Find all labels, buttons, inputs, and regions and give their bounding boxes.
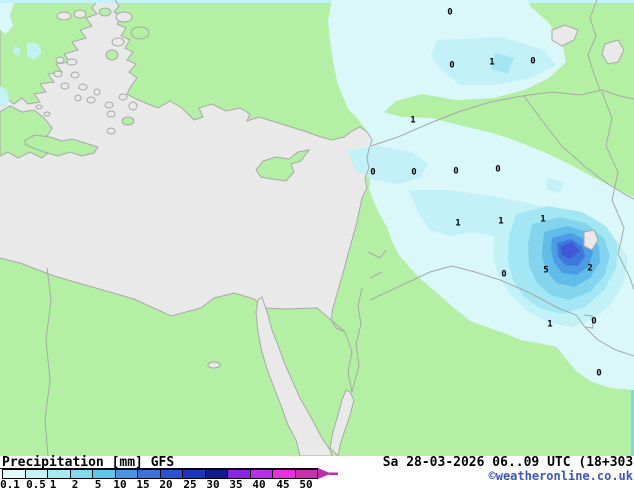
precip-greece-patch-b [13, 46, 21, 56]
land-greece [0, 0, 99, 105]
legend-bar: Precipitation [mm] GFS 0.1 0.5 1 2 5 10 15 20 25… [0, 455, 634, 490]
border-iran-iraq [601, 91, 634, 291]
precip-small-diamond [546, 178, 564, 193]
border-kuwait [583, 314, 594, 329]
precip-left-edge-patch [0, 86, 9, 108]
legend-tick-label: 2 [71, 478, 79, 490]
lakes [207, 24, 625, 369]
legend-tick-label: 40 [252, 478, 266, 490]
precip-top-strip [0, 0, 634, 3]
border-lebanon [367, 249, 387, 279]
gulf-of-suez [255, 296, 333, 456]
legend-tick-label: 20 [159, 478, 173, 490]
coastline [0, 0, 373, 333]
legend-tick-label: 45 [276, 478, 290, 490]
precip-core-l8 [560, 242, 580, 259]
legend-tick-label: 50 [299, 478, 313, 490]
forecast-datetime: Sa 28-03-2026 06..09 UTC (18+303) [382, 455, 634, 470]
legend-tick-label: 0.1 [0, 478, 20, 490]
legend-tick-labels: 0.1 0.5 1 2 5 10 15 20 25 30 35 40 45 50 [0, 479, 340, 490]
landmass-asia-africa [0, 0, 634, 456]
legend-tick-label: 1 [49, 478, 57, 490]
border-turkey-syria [370, 89, 634, 147]
precip-left-corner [0, 3, 14, 34]
gulf-of-aqaba [329, 389, 355, 456]
border-jordan-valley [351, 287, 363, 393]
border-syria-iraq [523, 95, 634, 200]
island-cyprus [255, 149, 311, 182]
legend-tick-label: 0.5 [26, 478, 46, 490]
border-syria-jordan [369, 265, 453, 301]
border-iraq-saudi [451, 265, 634, 357]
copyright-watermark: ©weatheronline.co.uk [488, 469, 634, 483]
island-crete [24, 134, 99, 157]
legend-tick-label: 5 [94, 478, 102, 490]
precip-greece-patch-a [27, 42, 42, 60]
lake-urmia [601, 39, 625, 65]
legend-title: Precipitation [mm] GFS [2, 455, 175, 470]
precipitation-map [0, 0, 634, 456]
border-egypt-libya [44, 267, 52, 456]
legend-colorbar-arrow-icon [318, 468, 338, 479]
lake-egypt [207, 361, 221, 369]
aegean-islands [35, 7, 150, 135]
legend-tick-label: 10 [113, 478, 127, 490]
borders [44, 0, 634, 456]
legend-color-segment [294, 469, 318, 479]
legend-title-underline [0, 468, 319, 469]
legend-colorbar [2, 469, 318, 479]
border-turkey-iran [587, 0, 601, 91]
precip-right-edge [631, 390, 634, 456]
legend-tick-label: 25 [183, 478, 197, 490]
legend-tick-label: 35 [229, 478, 243, 490]
legend-tick-label: 30 [206, 478, 220, 490]
lake-van [551, 24, 579, 47]
precip-north-l3-diamond [491, 53, 514, 74]
border-egypt-israel [344, 331, 353, 393]
lake-iraq [583, 229, 599, 251]
legend-tick-label: 15 [136, 478, 150, 490]
